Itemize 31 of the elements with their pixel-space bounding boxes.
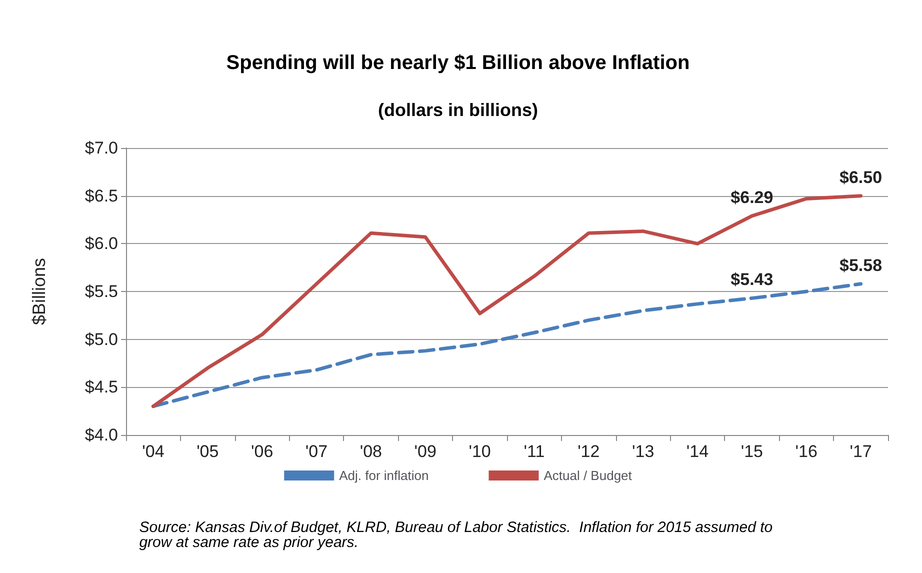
y-tick-label: $6.5 — [84, 186, 118, 206]
data-label: $6.50 — [840, 168, 882, 187]
data-label: $5.58 — [840, 256, 882, 275]
source-note: Source: Kansas Div.of Budget, KLRD, Bureau of Labor Statistics. Inflation for 2015 assumed to grow at same rate as prior years. — [139, 519, 777, 551]
x-tick-label: '08 — [360, 442, 382, 461]
x-tick-label: '17 — [850, 442, 872, 461]
y-axis-title: $Billions — [29, 258, 49, 326]
data-label: $5.43 — [730, 270, 774, 290]
x-tick-label: '05 — [196, 442, 219, 461]
x-tick-label: '06 — [250, 442, 274, 461]
x-tick-label: '12 — [578, 442, 600, 461]
y-tick-label: $4.0 — [84, 426, 118, 444]
x-tick-label: '13 — [632, 442, 654, 461]
chart-title: Spending will be nearly $1 Billion above Inflation — [226, 52, 690, 74]
x-tick-label: '16 — [795, 442, 818, 461]
x-tick-label: '07 — [305, 442, 328, 461]
y-tick-label: $7.0 — [84, 138, 118, 158]
y-tick-label: $6.0 — [84, 234, 118, 254]
y-tick-label: $4.5 — [84, 378, 118, 397]
x-tick-label: '15 — [740, 442, 764, 461]
data-label: $6.29 — [730, 188, 774, 207]
chart-subtitle: (dollars in billions) — [378, 100, 538, 120]
y-tick-label: $5.0 — [84, 330, 118, 349]
x-tick-label: '10 — [468, 442, 491, 461]
x-tick-label: '11 — [524, 442, 545, 461]
x-tick-label: '14 — [686, 442, 709, 461]
x-tick-label: '04 — [142, 442, 164, 461]
legend-label: Adj. for inflation — [339, 468, 429, 483]
x-tick-label: '09 — [414, 442, 436, 461]
y-tick-label: $5.5 — [84, 282, 118, 301]
legend-label: Actual / Budget — [544, 468, 632, 483]
